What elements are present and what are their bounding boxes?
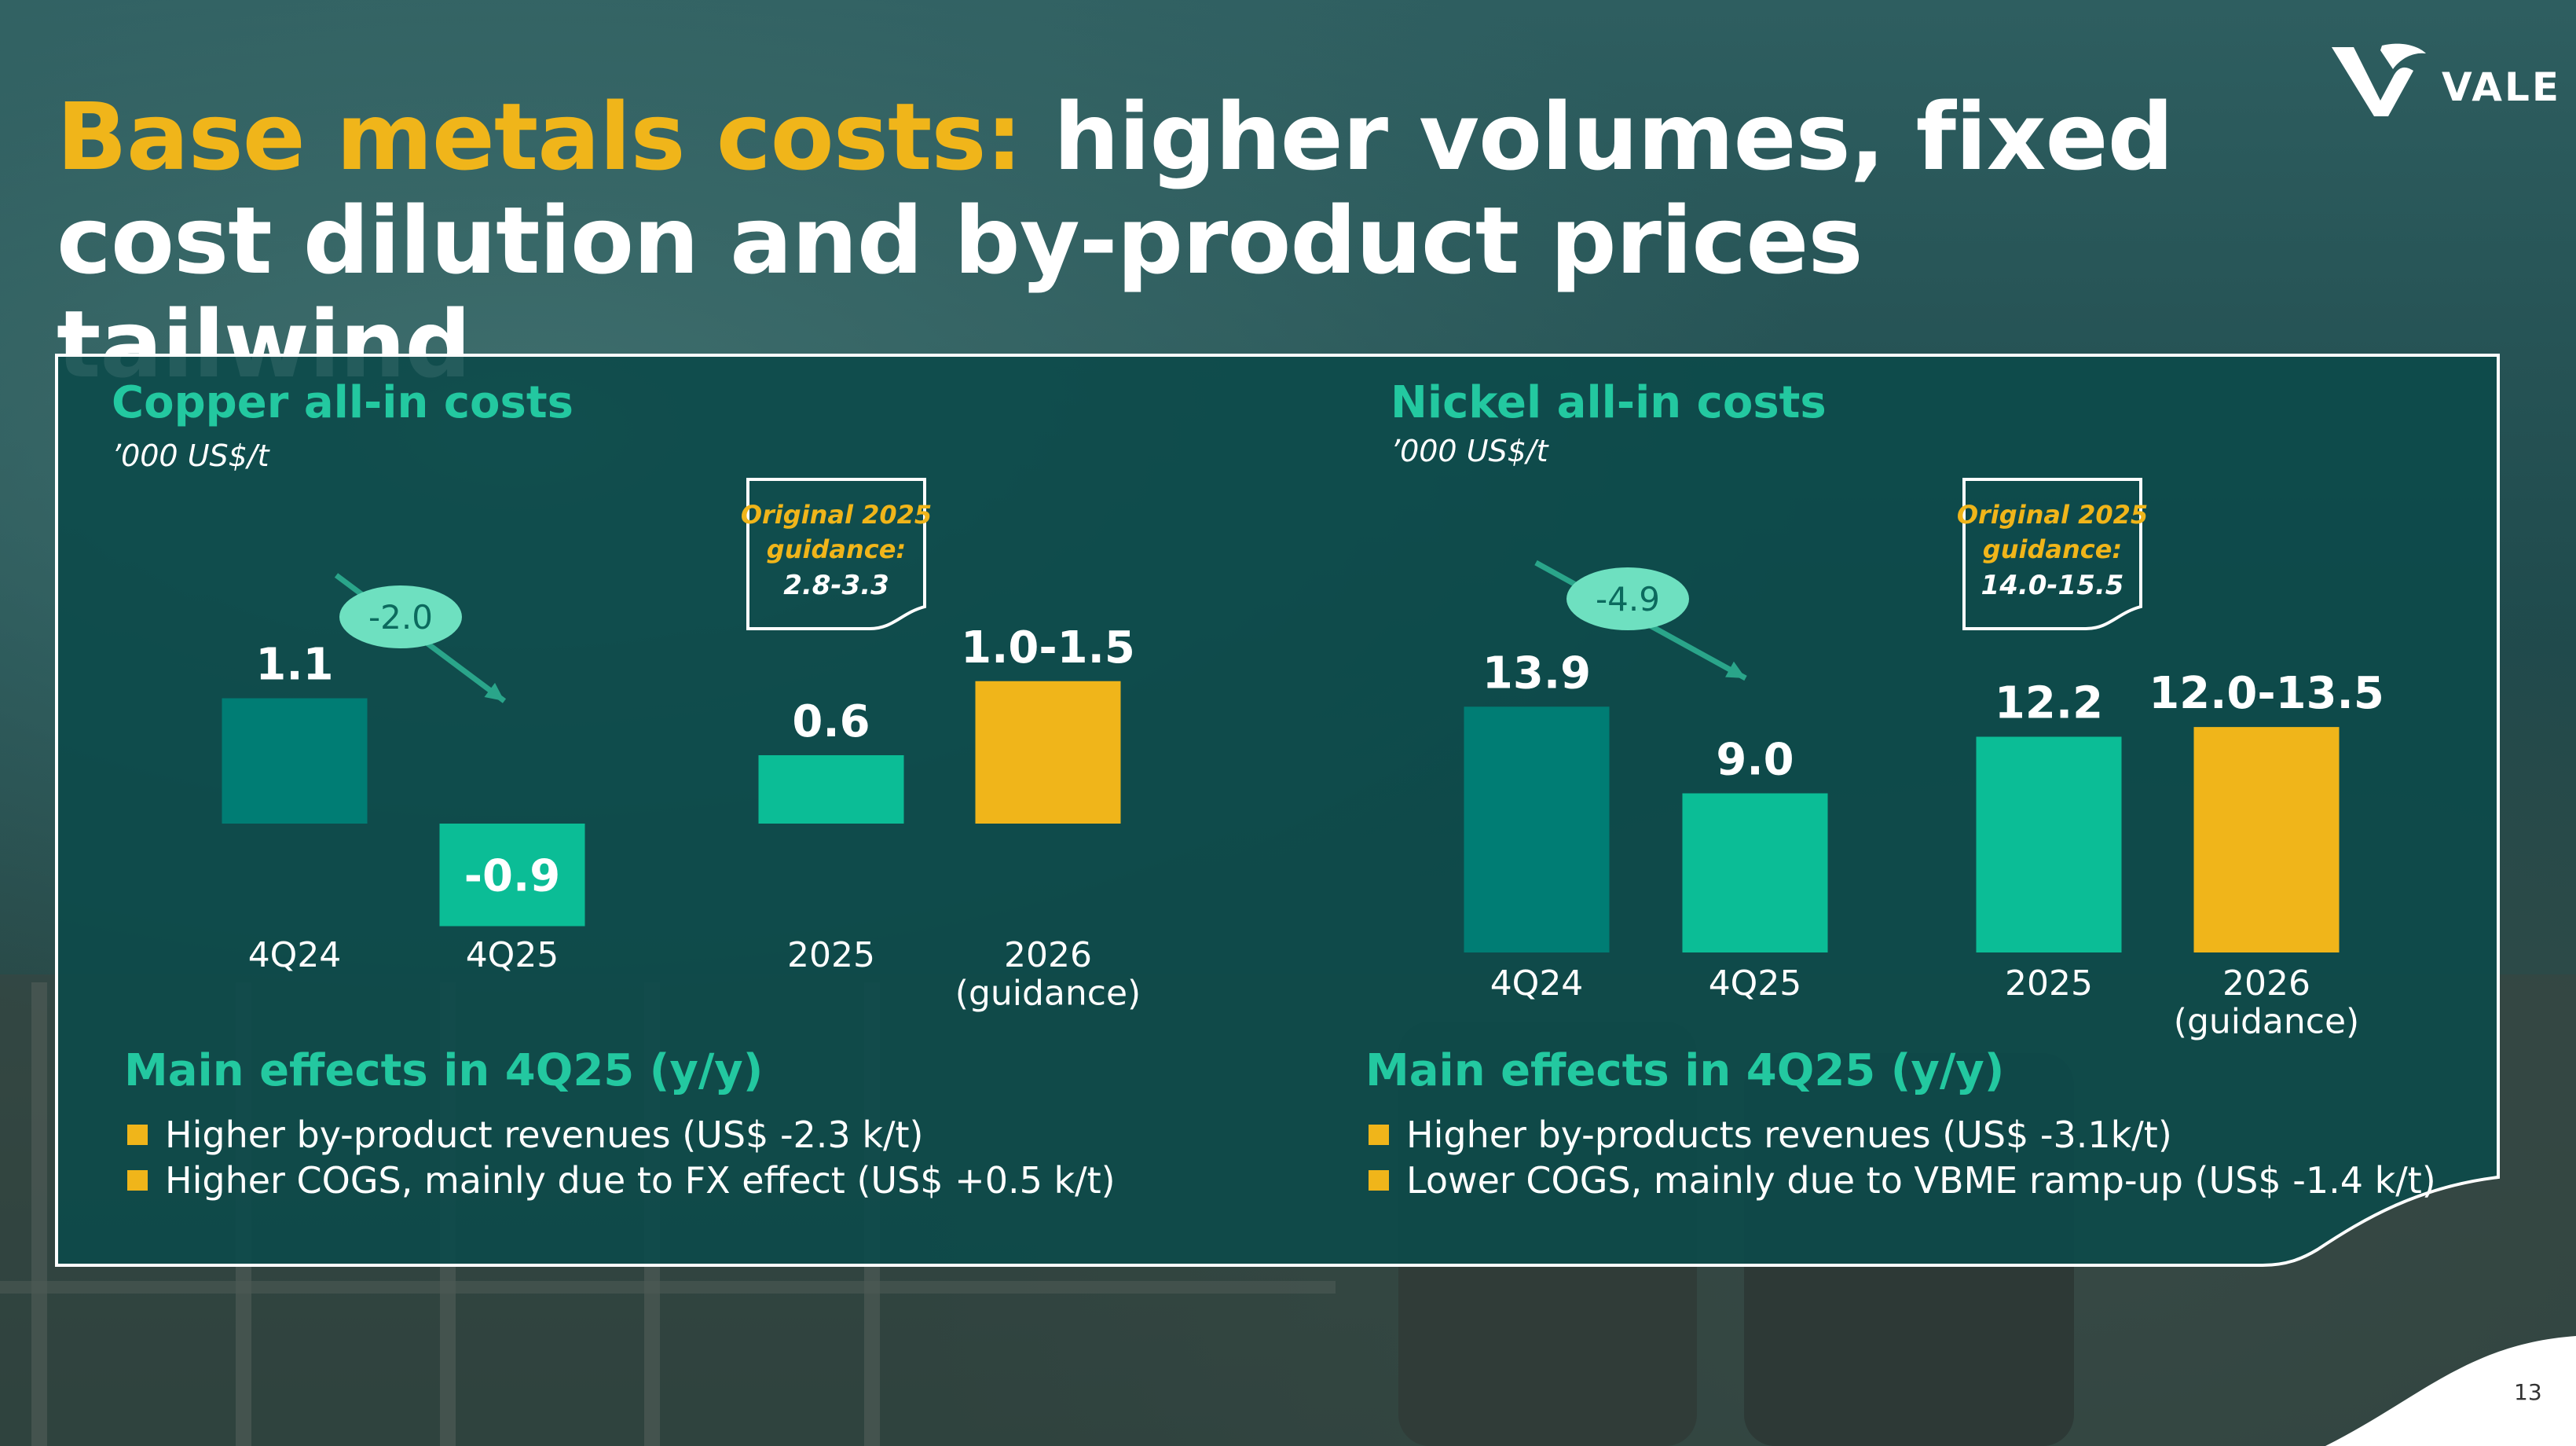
nickel-change-bubble: [1566, 567, 1689, 630]
vale-logo-icon: [2332, 43, 2426, 116]
logo-text: VALE: [2442, 64, 2562, 110]
copper-bar-label-1: -0.9: [464, 850, 560, 901]
nickel-category-1: 4Q25: [1709, 963, 1802, 1004]
nickel-bar-2: [1976, 736, 2122, 952]
nickel-guidance-box: [1962, 478, 2142, 630]
nickel-change-label: -4.9: [1596, 580, 1660, 618]
copper-guidance-line1: Original 2025: [741, 500, 932, 530]
list-item: Higher by-products revenues (US$ -3.1k/t…: [1369, 1112, 2436, 1158]
title-highlight: Base metals costs:: [57, 83, 1023, 191]
list-item: Higher COGS, mainly due to FX effect (US…: [127, 1158, 1116, 1203]
page-number: 13: [2514, 1379, 2542, 1405]
nickel-bar-3: [2193, 727, 2340, 952]
content-panel: 1.1 4Q24 -0.9 4Q25 0.6 2025 1.0-1.5 2026 (guidan…: [55, 354, 2502, 1268]
nickel-arrow-head-icon: [1725, 661, 1746, 678]
nickel-guidance-value: 14.0-15.5: [1981, 570, 2124, 601]
nickel-bar-label-0: 13.9: [1482, 648, 1591, 699]
copper-category-3: 2026 (guidance): [955, 935, 1141, 1013]
nickel-bar-0: [1464, 706, 1610, 952]
nickel-category-3: 2026 (guidance): [2174, 963, 2359, 1041]
copper-bar-label-0: 1.1: [255, 640, 333, 691]
list-item: Lower COGS, mainly due to VBME ramp-up (…: [1369, 1158, 2436, 1203]
copper-arrow-head-icon: [484, 682, 504, 701]
copper-bar-1: [439, 824, 585, 927]
nickel-chart-title: Nickel all-in costs: [1391, 377, 1827, 428]
copper-bar-3: [975, 681, 1121, 824]
nickel-guidance-line1: Original 2025: [1957, 500, 2148, 530]
copper-chart-title: Copper all-in costs: [112, 377, 573, 428]
list-item: Higher by-product revenues (US$ -2.3 k/t…: [127, 1112, 1116, 1158]
copper-change-label: -2.0: [368, 598, 433, 637]
slide-title: Base metals costs: higher volumes, fixed…: [57, 85, 2178, 396]
nickel-bar-label-1: 9.0: [1716, 735, 1794, 786]
copper-bar-label-2: 0.6: [792, 696, 870, 747]
copper-bar-0: [222, 698, 368, 824]
copper-category-2: 2025: [787, 935, 875, 975]
nickel-effects-list: Higher by-products revenues (US$ -3.1k/t…: [1369, 1112, 2436, 1203]
nickel-bar-label-2: 12.2: [1995, 678, 2103, 729]
panel-frame: [55, 354, 2500, 1267]
nickel-bar-1: [1682, 793, 1828, 952]
copper-bar-label-3: 1.0-1.5: [961, 622, 1135, 673]
nickel-guidance-line2: guidance:: [1983, 534, 2122, 564]
copper-category-1: 4Q25: [466, 935, 559, 975]
nickel-unit-label: ’000 US$/t: [1391, 434, 1548, 468]
nickel-category-2: 2025: [2005, 963, 2093, 1004]
copper-effects-title: Main effects in 4Q25 (y/y): [124, 1045, 764, 1096]
copper-guidance-box: [746, 478, 926, 630]
copper-guidance-line2: guidance:: [767, 534, 906, 564]
nickel-effects-title: Main effects in 4Q25 (y/y): [1365, 1045, 2005, 1096]
copper-guidance-value: 2.8-3.3: [783, 570, 889, 601]
copper-category-0: 4Q24: [248, 935, 342, 975]
copper-bar-2: [758, 755, 904, 824]
copper-unit-label: ’000 US$/t: [112, 439, 269, 473]
nickel-bar-label-3: 12.0-13.5: [2149, 668, 2384, 719]
copper-change-bubble: [339, 585, 462, 648]
copper-effects-list: Higher by-product revenues (US$ -2.3 k/t…: [127, 1112, 1116, 1203]
nickel-category-0: 4Q24: [1490, 963, 1584, 1004]
charts: 1.1 4Q24 -0.9 4Q25 0.6 2025 1.0-1.5 2026 (guidan…: [222, 478, 2384, 1041]
